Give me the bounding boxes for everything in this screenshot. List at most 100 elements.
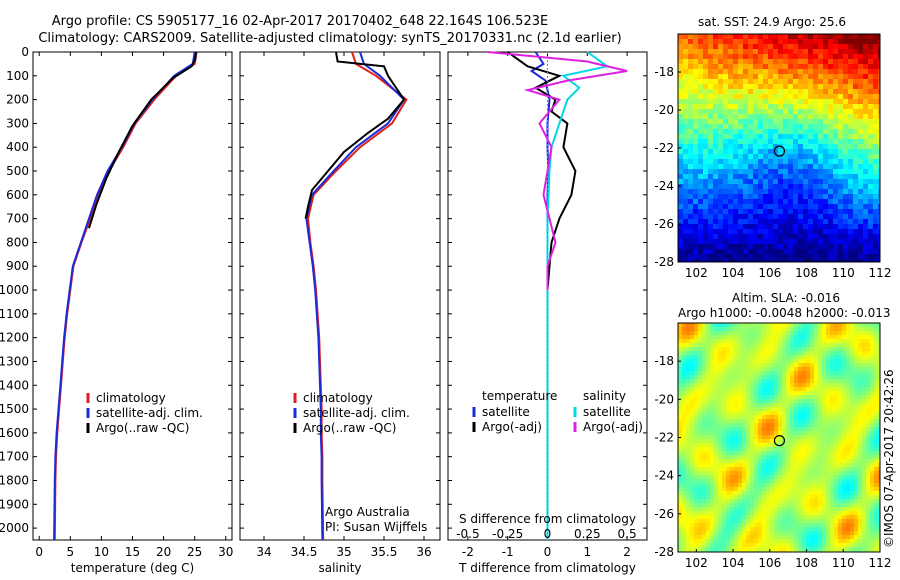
sla-map-cell [690,391,695,396]
sst-map-cell [703,94,709,100]
sla-map-cell [786,439,791,444]
sla-map-cell [758,407,763,412]
sla-map-cell [866,503,871,508]
sla-map-cell [746,511,751,516]
sst-map-cell [873,104,879,110]
sst-map-cell [773,224,779,230]
sst-map-cell [818,229,824,235]
sla-map-cell [690,459,695,464]
sla-map-cell [782,431,787,436]
sst-map-cell [688,49,694,55]
sst-map-cell [708,194,714,200]
sla-map-cell [726,435,731,440]
sst-map-cell [858,174,864,180]
sla-map-cell [718,411,723,416]
sst-map-cell [693,119,699,125]
sla-map-cell [706,459,711,464]
sst-map-cell [758,189,764,195]
sla-map-cell [734,479,739,484]
sst-map-cell [873,164,879,170]
sst-map-cell [838,124,844,130]
sst-map-cell [778,239,784,245]
sst-map-cell [793,254,799,260]
sst-map-cell [798,204,804,210]
sst-map-cell [838,109,844,115]
sst-map-cell [858,219,864,225]
sla-map-cell [866,419,871,424]
sla-map-cell [834,499,839,504]
sla-map-cell [706,527,711,532]
sst-map-cell [738,134,744,140]
sst-map-cell [838,184,844,190]
sla-map-cell [794,447,799,452]
sla-map-cell [838,535,843,540]
sst-map-cell [808,224,814,230]
sst-map-cell [873,149,879,155]
sst-map-cell [758,54,764,60]
sst-map-cell [763,84,769,90]
sst-map-cell [773,239,779,245]
header-line2: Climatology: CARS2009. Satellite-adjuste… [38,31,621,46]
sst-map-cell [698,234,704,240]
sla-map-cell [830,527,835,532]
sla-map-cell [806,367,811,372]
sla-map-cell [738,531,743,536]
sla-map-cell [810,523,815,528]
sla-map-cell [874,423,879,428]
sst-map-cell [818,159,824,165]
sla-map-cell [854,443,859,448]
sla-map-cell [854,503,859,508]
sla-map-cell [734,475,739,480]
sst-map-cell [813,189,819,195]
sst-map-cell [808,89,814,95]
sst-map-cell [768,39,774,45]
sla-map-cell [782,327,787,332]
sst-map-cell [713,244,719,250]
sla-map-cell [714,363,719,368]
sst-map-cell [808,154,814,160]
sst-map-cell [873,169,879,175]
sst-map-cell [828,254,834,260]
sst-map-cell [843,249,849,255]
sla-map-cell [698,387,703,392]
sst-map-cell [863,214,869,220]
sla-map-cell [858,463,863,468]
sla-map-cell [790,399,795,404]
sla-map-cell [854,359,859,364]
sla-map-cell [694,339,699,344]
sst-map-cell [823,49,829,55]
sla-map-cell [782,323,787,328]
sst-map-cell [813,169,819,175]
sla-map-cell [822,419,827,424]
sst-map-cell [708,159,714,165]
sla-map-cell [718,347,723,352]
sla-map-cell [842,431,847,436]
sla-map-cell [734,431,739,436]
sla-map-cell [858,539,863,544]
sst-map-cell [718,49,724,55]
sst-map-cell [853,109,859,115]
sst-map-cell [683,259,689,262]
sla-map-cell [690,359,695,364]
sla-map-cell [846,351,851,356]
sst-map-cell [743,254,749,260]
sst-map-cell [833,229,839,235]
sla-map-cell [734,491,739,496]
sla-map-cell [738,383,743,388]
sst-map-cell [833,119,839,125]
sla-map-cell [874,379,879,384]
sst-map-cell [678,114,684,120]
sla-map-cell [694,371,699,376]
sst-map-cell [703,144,709,150]
sla-map-cell [846,523,851,528]
sla-map-cell [786,483,791,488]
sla-map-cell [758,443,763,448]
sst-map-cell [823,259,829,262]
sla-map-cell [686,479,691,484]
sla-map-cell [758,387,763,392]
sla-map-cell [830,503,835,508]
sst-map-cell [728,229,734,235]
sst-map-cell [778,89,784,95]
sla-map-cell [834,323,839,328]
sla-map-cell [678,491,683,496]
